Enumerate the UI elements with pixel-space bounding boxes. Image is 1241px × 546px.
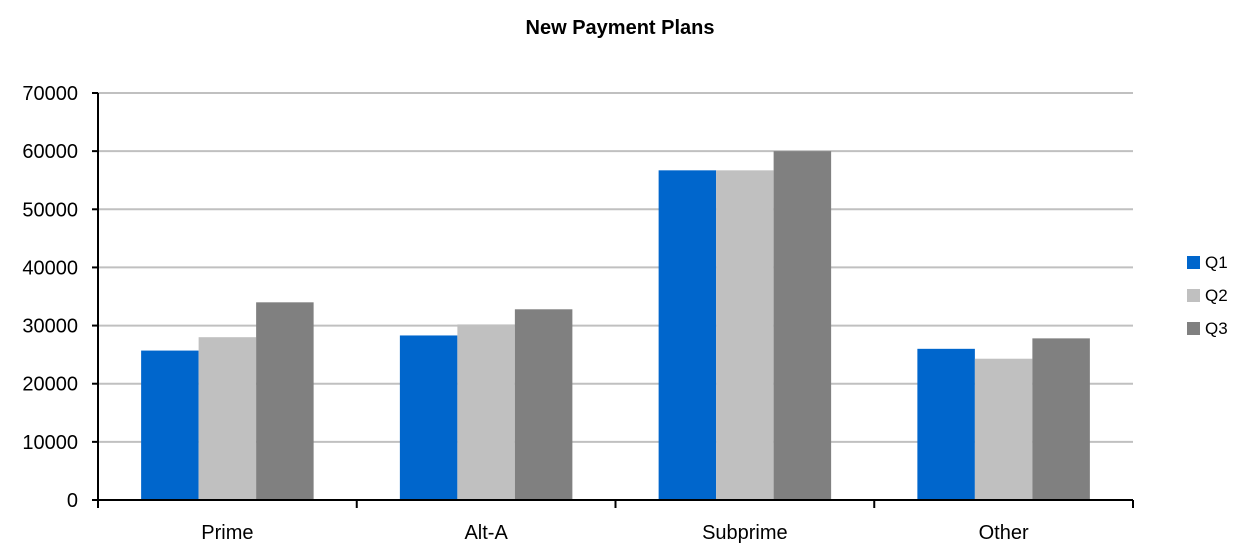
bar-q2-prime bbox=[198, 337, 257, 500]
y-tick-label: 70000 bbox=[22, 83, 78, 105]
legend-label-q3: Q3 bbox=[1205, 319, 1228, 338]
axes bbox=[92, 92, 1134, 508]
bar-q2-subprime bbox=[716, 170, 774, 500]
legend-swatch-q1 bbox=[1187, 256, 1200, 269]
x-axis-tick-labels: Prime Alt-A Subprime Other bbox=[201, 522, 1029, 544]
y-axis-tick-labels: 0 10000 20000 30000 40000 50000 60000 70000 bbox=[22, 83, 78, 512]
bar-q3-prime bbox=[256, 302, 314, 500]
bar-q2-other bbox=[974, 358, 1033, 500]
bar-q1-prime bbox=[141, 350, 199, 500]
x-tick-label: Subprime bbox=[702, 522, 788, 544]
legend-label-q2: Q2 bbox=[1205, 286, 1228, 305]
x-tick-label: Prime bbox=[201, 522, 253, 544]
bar-q3-subprime bbox=[773, 151, 832, 500]
y-tick-label: 20000 bbox=[22, 374, 78, 396]
legend-swatch-q3 bbox=[1187, 322, 1200, 335]
bar-q1-other bbox=[917, 348, 975, 500]
x-tick-label: Alt-A bbox=[464, 522, 508, 544]
bar-q1-alt-a bbox=[399, 335, 458, 500]
y-tick-label: 10000 bbox=[22, 432, 78, 454]
legend-swatch-q2 bbox=[1187, 289, 1200, 302]
bar-q2-alt-a bbox=[457, 324, 515, 500]
legend: Q1 Q2 Q3 bbox=[1187, 253, 1228, 338]
x-tick-label: Other bbox=[979, 522, 1029, 544]
y-tick-label: 30000 bbox=[22, 316, 78, 338]
chart-title: New Payment Plans bbox=[526, 17, 715, 39]
bars bbox=[141, 151, 1090, 500]
y-tick-label: 0 bbox=[67, 490, 78, 512]
bar-q3-other bbox=[1032, 338, 1090, 500]
y-tick-label: 40000 bbox=[22, 257, 78, 279]
bar-q1-subprime bbox=[658, 170, 717, 500]
y-tick-label: 60000 bbox=[22, 141, 78, 163]
bar-q3-alt-a bbox=[514, 309, 573, 500]
legend-label-q1: Q1 bbox=[1205, 253, 1228, 272]
y-tick-label: 50000 bbox=[22, 199, 78, 221]
